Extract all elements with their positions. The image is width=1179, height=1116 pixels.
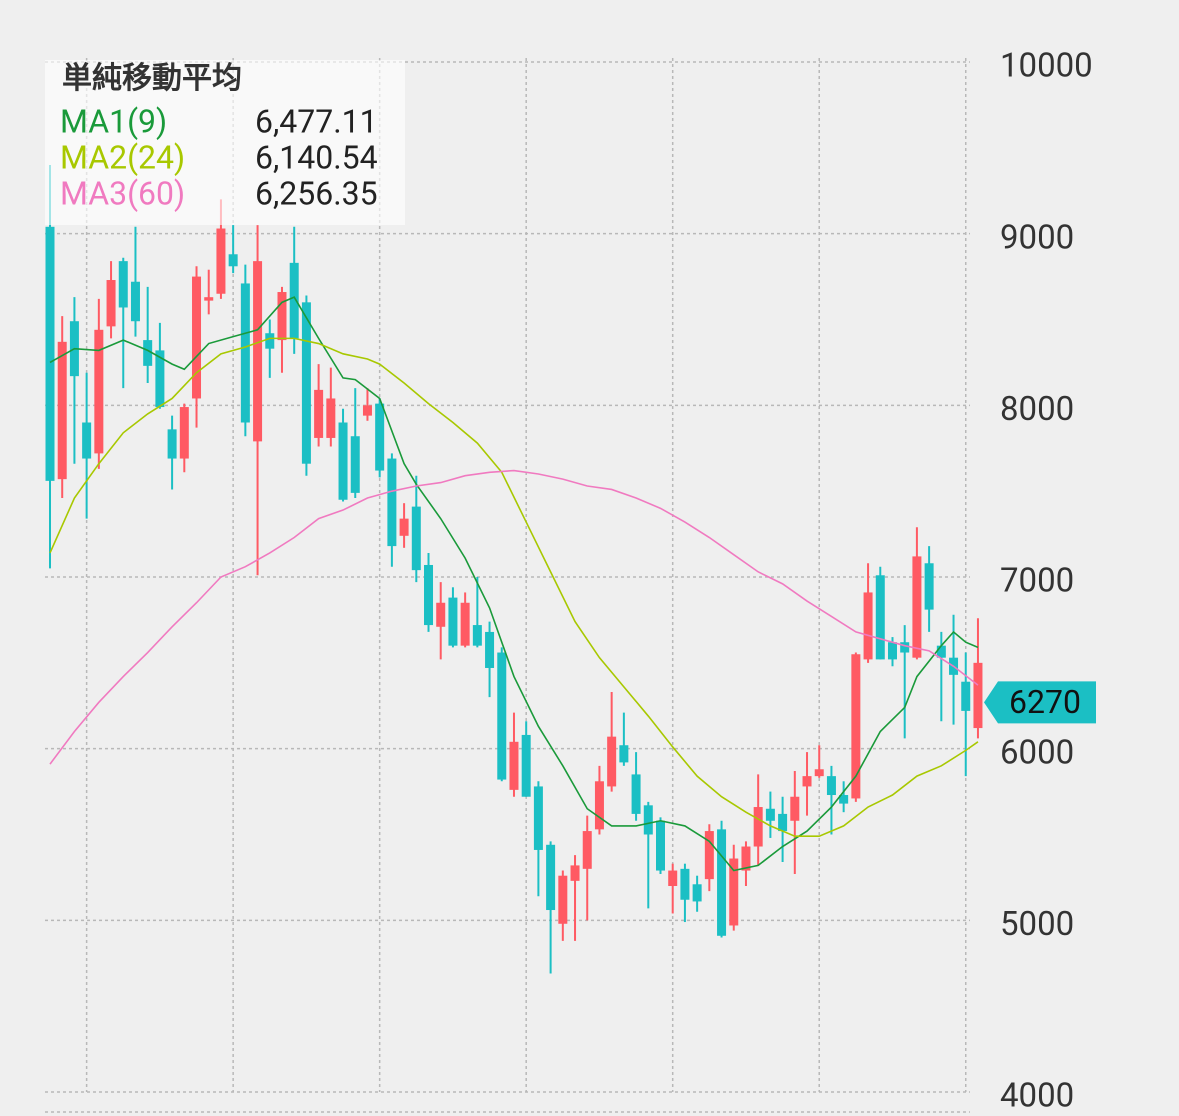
candle-body — [704, 831, 714, 880]
candle-body — [301, 302, 311, 464]
candle-body — [643, 805, 653, 835]
y-tick-label: 4000 — [1000, 1077, 1074, 1116]
ma-line — [49, 469, 979, 765]
candle-body — [289, 262, 299, 339]
legend-value: 6,256.35 — [255, 174, 378, 212]
candle-body — [143, 340, 153, 366]
candle-body — [680, 868, 690, 900]
candle-body — [619, 745, 629, 763]
candle-body — [375, 403, 385, 471]
candle-body — [973, 662, 983, 729]
legend-value: 6,140.54 — [255, 138, 378, 176]
ma-line — [49, 337, 979, 838]
candle-body — [277, 292, 287, 341]
y-tick-label: 9000 — [1000, 218, 1074, 257]
candle-body — [924, 563, 934, 610]
candle-body — [887, 642, 897, 660]
candle-body — [192, 276, 202, 399]
candle-body — [118, 261, 128, 308]
candle-body — [851, 654, 861, 799]
candle-body — [424, 564, 434, 626]
candle-body — [765, 808, 775, 821]
legend-name: MA2(24) — [60, 138, 185, 176]
candle-body — [790, 796, 800, 821]
candle-body — [228, 254, 238, 267]
candle-body — [326, 398, 336, 438]
candle-body — [558, 875, 568, 924]
legend-value: 6,477.11 — [255, 102, 378, 140]
candle-body — [631, 774, 641, 814]
candle-body — [387, 458, 397, 547]
ma-line — [49, 296, 979, 872]
candle-body — [472, 625, 482, 646]
candle-body — [729, 858, 739, 926]
candle-body — [350, 436, 360, 493]
candle-body — [399, 518, 409, 536]
candle-body — [656, 820, 665, 871]
candle-body — [509, 741, 519, 790]
candle-body — [204, 297, 214, 301]
candle-body — [802, 776, 812, 787]
legend: 単純移動平均 MA1(9) 6,477.11 MA2(24) 6,140.54 MA3(6… — [45, 60, 405, 225]
candle-body — [265, 333, 275, 349]
candle-body — [607, 736, 617, 787]
candle-body — [936, 645, 946, 658]
candle-body — [741, 846, 751, 871]
candle-body — [570, 865, 580, 881]
price-tag-label: 6270 — [1009, 683, 1081, 721]
candle-body — [167, 429, 177, 459]
candle-body — [485, 631, 495, 668]
candle-body — [875, 575, 885, 660]
y-tick-label: 6000 — [1000, 733, 1074, 772]
price-tag — [984, 681, 1096, 724]
candle-body — [497, 652, 507, 780]
candle-body — [546, 844, 556, 911]
candle-body — [460, 602, 470, 646]
candle-body — [594, 781, 604, 830]
candle-body — [778, 813, 788, 832]
candle-body — [45, 226, 55, 481]
candle-body — [94, 329, 104, 454]
candle-body — [338, 422, 348, 500]
candle-body — [155, 350, 165, 408]
y-tick-label: 10000 — [1000, 47, 1093, 86]
candle-body — [717, 829, 727, 936]
candle-body — [814, 769, 824, 777]
candle-body — [668, 870, 678, 886]
candle-body — [314, 389, 324, 438]
candle-body — [839, 795, 849, 804]
candle-body — [240, 283, 250, 423]
y-tick-label: 5000 — [1000, 905, 1074, 944]
candle-body — [582, 831, 592, 869]
legend-name: MA1(9) — [60, 102, 167, 140]
candle-body — [57, 341, 67, 480]
candle-body — [521, 734, 531, 797]
candle-body — [82, 422, 92, 459]
candle-body — [533, 786, 543, 850]
candle-body — [130, 281, 140, 322]
candle-body — [961, 681, 971, 711]
candle-body — [106, 280, 116, 327]
candle-body — [900, 642, 910, 653]
candle-body — [362, 405, 372, 416]
candle-body — [216, 228, 226, 294]
candle-body — [411, 506, 421, 571]
legend-name: MA3(60) — [60, 174, 185, 212]
legend-box — [45, 60, 405, 225]
candle-body — [179, 407, 189, 459]
y-tick-label: 8000 — [1000, 390, 1074, 429]
y-tick-label: 7000 — [1000, 562, 1074, 601]
candle-body — [436, 602, 446, 627]
legend-title: 単純移動平均 — [62, 61, 242, 96]
candle-body — [753, 807, 763, 847]
candle-body — [253, 261, 263, 442]
candle-body — [826, 776, 836, 796]
candle-body — [448, 597, 458, 646]
candle-body — [692, 884, 702, 902]
candle-body — [863, 592, 873, 660]
candle-body — [912, 556, 922, 658]
